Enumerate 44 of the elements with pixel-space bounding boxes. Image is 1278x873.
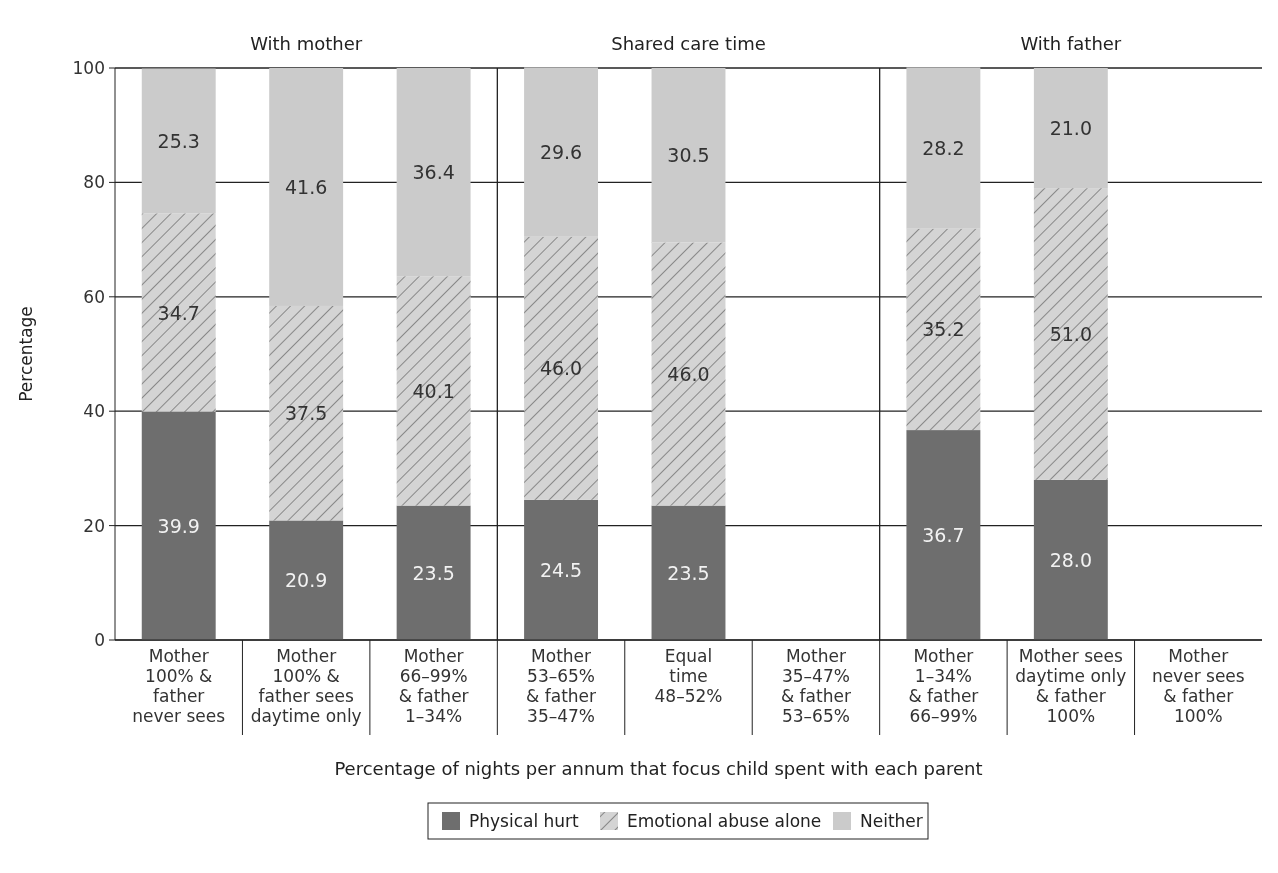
data-label: 39.9 — [157, 514, 200, 537]
data-label: 21.0 — [1049, 117, 1092, 140]
legend-label: Neither — [860, 811, 923, 831]
y-tick-label: 20 — [83, 515, 105, 536]
y-tick-label: 0 — [94, 630, 105, 650]
data-label: 36.4 — [412, 161, 455, 184]
y-tick-label: 100 — [72, 58, 105, 78]
x-tick-label: Mother 1–34% & father 66–99% — [908, 646, 979, 726]
y-axis-title: Percentage — [16, 306, 36, 402]
y-tick-label: 40 — [83, 401, 105, 422]
data-label: 28.2 — [922, 137, 965, 160]
x-tick-label: Mother 100% & father never sees — [132, 646, 226, 726]
data-label: 37.5 — [285, 402, 328, 425]
data-label: 30.5 — [667, 144, 710, 167]
y-tick-label: 80 — [83, 172, 105, 193]
data-label: 23.5 — [412, 561, 455, 584]
x-tick-label: Mother sees daytime only & father 100% — [1015, 646, 1127, 726]
x-tick-label: Equal time 48–52% — [654, 646, 723, 706]
legend-label: Physical hurt — [469, 811, 580, 831]
x-tick-label: Mother 53–65% & father 35–47% — [526, 646, 597, 726]
x-tick-label: Mother 66–99% & father 1–34% — [398, 646, 469, 726]
data-label: 20.9 — [285, 569, 328, 592]
data-label: 25.3 — [157, 129, 200, 152]
data-label: 40.1 — [412, 379, 455, 402]
text: With mother — [250, 33, 363, 54]
data-label: 23.5 — [667, 561, 710, 584]
data-label: 28.0 — [1049, 548, 1092, 571]
data-label: 51.0 — [1049, 322, 1092, 345]
x-axis-title: Percentage of nights per annum that focus child spent with each parent — [334, 758, 983, 779]
data-label: 41.6 — [285, 175, 328, 198]
x-tick-label: Mother never sees & father 100% — [1151, 646, 1245, 726]
text: Shared care time — [611, 33, 766, 54]
data-label: 29.6 — [539, 141, 583, 164]
data-label: 34.7 — [157, 301, 200, 324]
text: With father — [1020, 33, 1122, 54]
data-label: 36.7 — [922, 524, 965, 547]
data-label: 46.0 — [539, 357, 583, 380]
legend-label: Emotional abuse alone — [627, 811, 822, 831]
data-label: 46.0 — [667, 363, 710, 386]
x-tick-label: Mother 100% & father sees daytime only — [250, 646, 362, 726]
y-tick-label: 60 — [83, 286, 105, 307]
data-label: 24.5 — [539, 558, 583, 581]
data-label: 35.2 — [922, 318, 965, 341]
x-tick-label: Mother 35–47% & father 53–65% — [780, 646, 851, 726]
